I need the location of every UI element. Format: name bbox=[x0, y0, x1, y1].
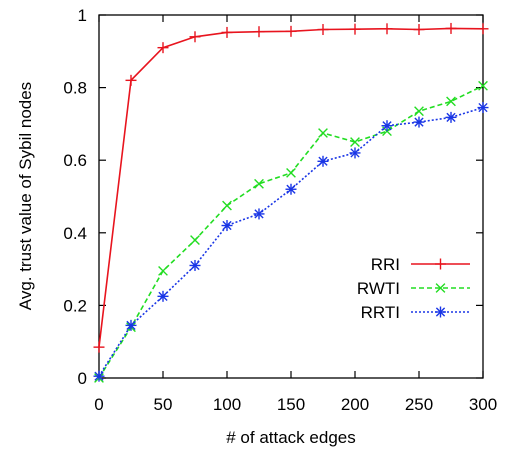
x-tick-label: 300 bbox=[469, 395, 497, 414]
data-point-rrti bbox=[413, 116, 425, 128]
data-point-rri bbox=[285, 25, 297, 37]
data-point-rrti bbox=[221, 220, 233, 232]
data-point-rrti bbox=[349, 147, 361, 159]
x-tick-label: 0 bbox=[94, 395, 103, 414]
legend-label: RRI bbox=[371, 255, 400, 274]
data-point-rri bbox=[221, 26, 233, 38]
data-point-rri bbox=[381, 23, 393, 35]
y-tick-label: 0.4 bbox=[63, 224, 87, 243]
legend-label: RWTI bbox=[357, 279, 400, 298]
legend-item-rri: RRI bbox=[371, 255, 470, 274]
y-tick-label: 0.2 bbox=[63, 296, 87, 315]
y-tick-label: 1 bbox=[78, 6, 87, 25]
y-tick-label: 0 bbox=[78, 369, 87, 388]
axis-ticks bbox=[98, 14, 484, 379]
y-tick-label: 0.6 bbox=[63, 151, 87, 170]
data-point-rrti bbox=[381, 120, 393, 132]
data-point-rwti bbox=[414, 106, 424, 117]
data-point-rri bbox=[445, 22, 457, 34]
data-point-rrti bbox=[125, 319, 137, 331]
data-point-rwti bbox=[254, 178, 264, 189]
y-axis-label: Avg. trust value of Sybil nodes bbox=[16, 82, 35, 310]
data-point-rrti bbox=[317, 155, 329, 167]
data-point-rri bbox=[413, 24, 425, 36]
legend-marker bbox=[435, 258, 446, 270]
legend-marker bbox=[435, 306, 446, 318]
series-rwti bbox=[94, 80, 488, 383]
data-point-rwti bbox=[222, 200, 232, 211]
legend-label: RRTI bbox=[361, 303, 400, 322]
x-tick-label: 100 bbox=[213, 395, 241, 414]
legend-item-rwti: RWTI bbox=[357, 279, 470, 298]
legend-item-rrti: RRTI bbox=[361, 303, 470, 322]
data-point-rrti bbox=[93, 370, 105, 382]
data-point-rri bbox=[189, 31, 201, 43]
plot-frame bbox=[98, 14, 484, 379]
series-rri bbox=[93, 22, 489, 353]
data-point-rrti bbox=[157, 290, 169, 302]
series-line-rwti bbox=[98, 85, 484, 379]
data-point-rri bbox=[93, 341, 105, 353]
series-rrti bbox=[93, 102, 489, 382]
data-point-rwti bbox=[190, 235, 200, 245]
data-point-rwti bbox=[446, 96, 456, 107]
x-tick-label: 150 bbox=[277, 395, 305, 414]
data-point-rri bbox=[477, 23, 489, 35]
series-line-rrti bbox=[98, 106, 484, 377]
legend: RRI RWTI RRTI bbox=[357, 255, 470, 322]
data-point-rwti bbox=[318, 128, 328, 138]
x-tick-label: 200 bbox=[341, 395, 369, 414]
data-point-rrti bbox=[285, 183, 297, 195]
data-point-rwti bbox=[158, 266, 168, 276]
legend-marker bbox=[435, 283, 446, 293]
data-point-rrti bbox=[477, 102, 489, 114]
series-layer bbox=[93, 22, 489, 383]
y-tick-label: 0.8 bbox=[63, 79, 87, 98]
data-point-rrti bbox=[445, 111, 457, 123]
data-point-rwti bbox=[286, 168, 296, 178]
x-tick-label: 250 bbox=[405, 395, 433, 414]
x-tick-label: 50 bbox=[154, 395, 173, 414]
data-point-rri bbox=[253, 26, 265, 38]
tick-labels: 0 50 100 150 200 250 300 0 0.2 0.4 0.6 0.8 1 bbox=[63, 6, 497, 414]
data-point-rri bbox=[317, 24, 329, 36]
data-point-rrti bbox=[189, 259, 201, 271]
data-point-rri bbox=[157, 42, 169, 54]
data-point-rri bbox=[349, 23, 361, 35]
data-point-rwti bbox=[478, 80, 488, 91]
x-axis-label: # of attack edges bbox=[226, 428, 355, 447]
data-point-rwti bbox=[350, 137, 360, 147]
data-point-rrti bbox=[253, 208, 265, 220]
data-point-rri bbox=[125, 74, 137, 86]
